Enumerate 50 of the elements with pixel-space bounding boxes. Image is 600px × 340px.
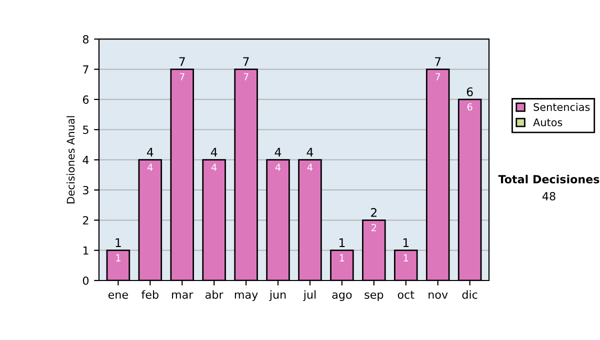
y-axis-title: Decisiones Anual bbox=[66, 116, 75, 204]
total-label: 4 bbox=[210, 148, 218, 156]
x-tick-label: jul bbox=[303, 290, 316, 301]
total-label: 1 bbox=[116, 238, 121, 247]
data-label: 1 bbox=[116, 254, 120, 262]
legend-label: Autos bbox=[533, 118, 562, 126]
total-label: 6 bbox=[466, 87, 473, 96]
y-tick-label: 0 bbox=[82, 276, 89, 285]
total-label: 1 bbox=[339, 238, 345, 247]
legend-label: Sentencias bbox=[534, 102, 590, 111]
x-tick-label: nov bbox=[428, 292, 448, 299]
y-tick-label: 6 bbox=[82, 95, 89, 104]
x-tick-label: ene bbox=[108, 292, 128, 299]
data-label: 7 bbox=[436, 73, 440, 80]
data-label: 4 bbox=[148, 164, 153, 171]
data-label: 4 bbox=[307, 164, 313, 171]
data-label: 6 bbox=[467, 103, 472, 111]
x-tick-label: may bbox=[234, 292, 258, 301]
y-tick-label: 1 bbox=[83, 246, 88, 255]
y-tick-label: 2 bbox=[83, 216, 88, 224]
data-label: 4 bbox=[211, 164, 217, 171]
data-label: 4 bbox=[275, 164, 281, 171]
total-label: 1 bbox=[403, 238, 409, 247]
x-tick-label: mar bbox=[172, 292, 194, 299]
x-tick-label: sep bbox=[364, 292, 384, 301]
x-tick-label: oct bbox=[398, 290, 414, 299]
data-label: 7 bbox=[180, 73, 184, 80]
total-label: 4 bbox=[306, 148, 314, 156]
y-tick-label: 3 bbox=[83, 186, 88, 194]
data-label: 2 bbox=[372, 224, 376, 232]
text: Total Decisiones bbox=[498, 174, 600, 184]
total-label: 4 bbox=[274, 148, 282, 156]
y-tick-label: 8 bbox=[82, 35, 89, 44]
y-tick-label: 7 bbox=[83, 65, 88, 74]
y-tick-label: 4 bbox=[82, 156, 89, 164]
total-label: 2 bbox=[371, 208, 376, 217]
y-tick-label: 5 bbox=[83, 126, 88, 134]
data-label: 1 bbox=[404, 254, 408, 262]
total-label: 7 bbox=[179, 57, 185, 66]
x-tick-label: ago bbox=[332, 292, 352, 301]
x-tick-label: jun bbox=[269, 290, 286, 301]
x-tick-label: dic bbox=[462, 290, 478, 299]
data-label: 1 bbox=[340, 254, 344, 262]
total-label: 4 bbox=[146, 148, 154, 156]
total-label: 7 bbox=[243, 57, 249, 66]
text: 48 bbox=[542, 192, 556, 200]
x-tick-label: feb bbox=[142, 290, 158, 299]
x-tick-label: abr bbox=[206, 290, 224, 299]
total-label: 7 bbox=[435, 57, 441, 66]
data-label: 7 bbox=[244, 73, 248, 80]
